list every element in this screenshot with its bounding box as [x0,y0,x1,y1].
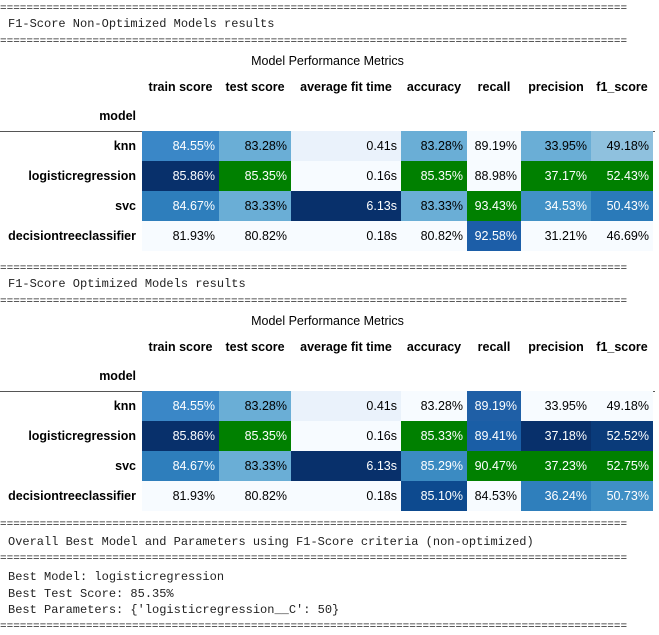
table-cell: 52.75% [591,451,653,481]
separator: ========================================… [0,519,628,531]
index-name: model [99,109,136,123]
table-cell: 80.82% [219,221,291,251]
table-cell: 80.82% [219,481,291,511]
column-header: precision [528,340,584,354]
table-cell: 83.28% [219,391,291,421]
separator: ========================================… [0,296,628,308]
column-header: average fit time [300,340,392,354]
table-cell: 80.82% [401,221,467,251]
table-cell: 85.29% [401,451,467,481]
summary-line: Best Parameters: {'logisticregression__C… [8,603,340,617]
table-cell: 85.86% [142,421,219,451]
column-header: average fit time [300,80,392,94]
table-cell: 83.28% [401,391,467,421]
column-header: accuracy [406,340,462,354]
table-cell: 83.28% [219,131,291,161]
table-cell: 31.21% [521,221,591,251]
row-label: decisiontreeclassifier [8,229,136,243]
table-cell: 84.67% [142,451,219,481]
table-cell: 90.47% [467,451,521,481]
separator: ========================================… [0,263,628,275]
table-cell: 50.43% [591,191,653,221]
table-cell: 46.69% [591,221,653,251]
table-cell: 89.19% [467,131,521,161]
table-cell: 0.18s [291,481,401,511]
table-cell: 37.23% [521,451,591,481]
table-cell: 84.55% [142,391,219,421]
table-cell: 83.33% [219,451,291,481]
column-header: train score [148,340,213,354]
table-cell: 85.86% [142,161,219,191]
table-cell: 0.16s [291,161,401,191]
summary-line: Best Model: logisticregression [8,570,225,584]
table-cell: 92.58% [467,221,521,251]
table-cell: 89.19% [467,391,521,421]
table-cell: 0.41s [291,391,401,421]
summary-heading: Overall Best Model and Parameters using … [8,535,534,549]
column-header: recall [477,340,511,354]
table-cell: 52.43% [591,161,653,191]
column-header: f1_score [596,340,648,354]
table-cell: 0.16s [291,421,401,451]
table-cell: 37.17% [521,161,591,191]
table-cell: 36.24% [521,481,591,511]
separator: ========================================… [0,3,628,15]
row-label: logisticregression [28,429,136,443]
table-cell: 84.55% [142,131,219,161]
table-cell: 85.35% [401,161,467,191]
index-name: model [99,369,136,383]
column-header: f1_score [596,80,648,94]
table-cell: 49.18% [591,391,653,421]
table-cell: 85.33% [401,421,467,451]
table-cell: 81.93% [142,221,219,251]
table-caption: Model Performance Metrics [251,54,404,68]
table-cell: 50.73% [591,481,653,511]
table-cell: 49.18% [591,131,653,161]
table-cell: 33.95% [521,391,591,421]
column-header: recall [477,80,511,94]
table-cell: 84.67% [142,191,219,221]
table-cell: 84.53% [467,481,521,511]
table-cell: 83.33% [401,191,467,221]
table-cell: 52.52% [591,421,653,451]
table-cell: 34.53% [521,191,591,221]
table-cell: 85.35% [219,161,291,191]
table-cell: 89.41% [467,421,521,451]
section-heading: F1-Score Non-Optimized Models results [8,17,275,31]
table-cell: 0.18s [291,221,401,251]
separator: ========================================… [0,36,628,48]
row-label: knn [113,139,136,153]
column-header: accuracy [406,80,462,94]
separator: ========================================… [0,553,628,565]
table-cell: 88.98% [467,161,521,191]
column-header: test score [225,340,285,354]
row-label: knn [113,399,136,413]
table-cell: 83.28% [401,131,467,161]
section-heading: F1-Score Optimized Models results [8,277,246,291]
table-cell: 33.95% [521,131,591,161]
table-cell: 6.13s [291,451,401,481]
table-cell: 81.93% [142,481,219,511]
table-cell: 83.33% [219,191,291,221]
column-header: train score [148,80,213,94]
table-cell: 37.18% [521,421,591,451]
table-cell: 6.13s [291,191,401,221]
separator: ========================================… [0,621,628,633]
table-caption: Model Performance Metrics [251,314,404,328]
table-cell: 85.35% [219,421,291,451]
row-label: svc [115,199,136,213]
summary-line: Best Test Score: 85.35% [8,586,174,601]
table-cell: 93.43% [467,191,521,221]
row-label: decisiontreeclassifier [8,489,136,503]
column-header: precision [528,80,584,94]
table-cell: 85.10% [401,481,467,511]
row-label: logisticregression [28,169,136,183]
row-label: svc [115,459,136,473]
table-cell: 0.41s [291,131,401,161]
column-header: test score [225,80,285,94]
